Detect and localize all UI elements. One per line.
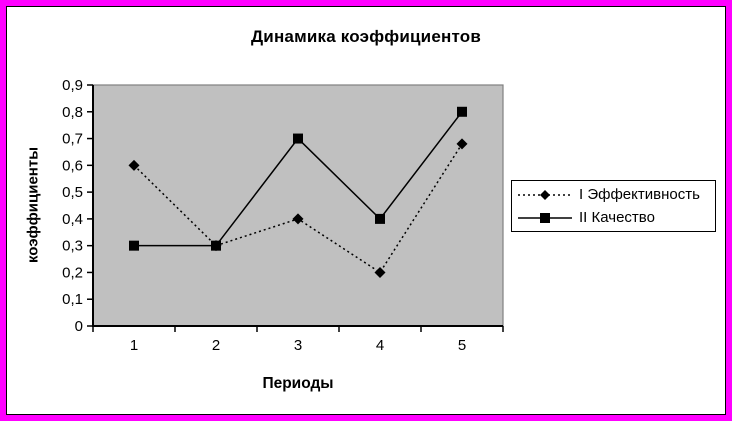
y-tick-label: 0,8 (62, 104, 83, 121)
x-tick-label: 5 (458, 337, 466, 354)
legend-item-effectiveness: I Эффективность (518, 183, 711, 206)
diamond-marker (128, 159, 140, 171)
x-tick-label: 2 (212, 337, 220, 354)
x-tick-label: 1 (130, 337, 138, 354)
plot-area: 0 0,1 0,2 0,3 0,4 0,5 0,6 0,7 0,8 0,9 1 2 3 4 5 (62, 77, 504, 354)
chart-title: Динамика коэффициентов (251, 27, 481, 46)
x-axis-title: Периоды (262, 375, 334, 392)
y-tick-label: 0,7 (62, 131, 83, 148)
square-marker (375, 213, 385, 224)
x-tick-label: 3 (294, 337, 302, 354)
y-tick-label: 0,2 (62, 264, 83, 281)
legend: I Эффективность II Качество (511, 180, 716, 232)
diamond-marker (540, 189, 550, 200)
square-marker (293, 133, 303, 144)
chart-canvas: Динамика коэффициентов коэффициенты 0 0,1… (6, 6, 726, 415)
diamond-marker (374, 266, 386, 278)
plot-background (92, 84, 504, 327)
x-tick-label: 4 (376, 337, 384, 354)
square-marker (457, 106, 467, 117)
dotted-line-diamond-marker-icon (518, 189, 572, 200)
legend-item-quality: II Качество (518, 206, 711, 229)
y-tick-label: 0 (75, 318, 83, 335)
square-marker (129, 240, 139, 251)
y-tick-label: 0,1 (62, 291, 83, 308)
y-tick-label: 0,3 (62, 238, 83, 255)
diamond-marker (456, 138, 468, 150)
square-marker (540, 212, 550, 223)
y-tick-label: 0,9 (62, 77, 83, 94)
square-marker (211, 240, 221, 251)
legend-label: I Эффективность (579, 186, 700, 203)
y-tick-label: 0,4 (62, 211, 83, 228)
y-tick-label: 0,5 (62, 184, 83, 201)
y-tick-label: 0,6 (62, 157, 83, 174)
diamond-marker (292, 213, 304, 225)
legend-label: II Качество (579, 209, 655, 226)
solid-line-square-marker-icon (518, 212, 572, 223)
